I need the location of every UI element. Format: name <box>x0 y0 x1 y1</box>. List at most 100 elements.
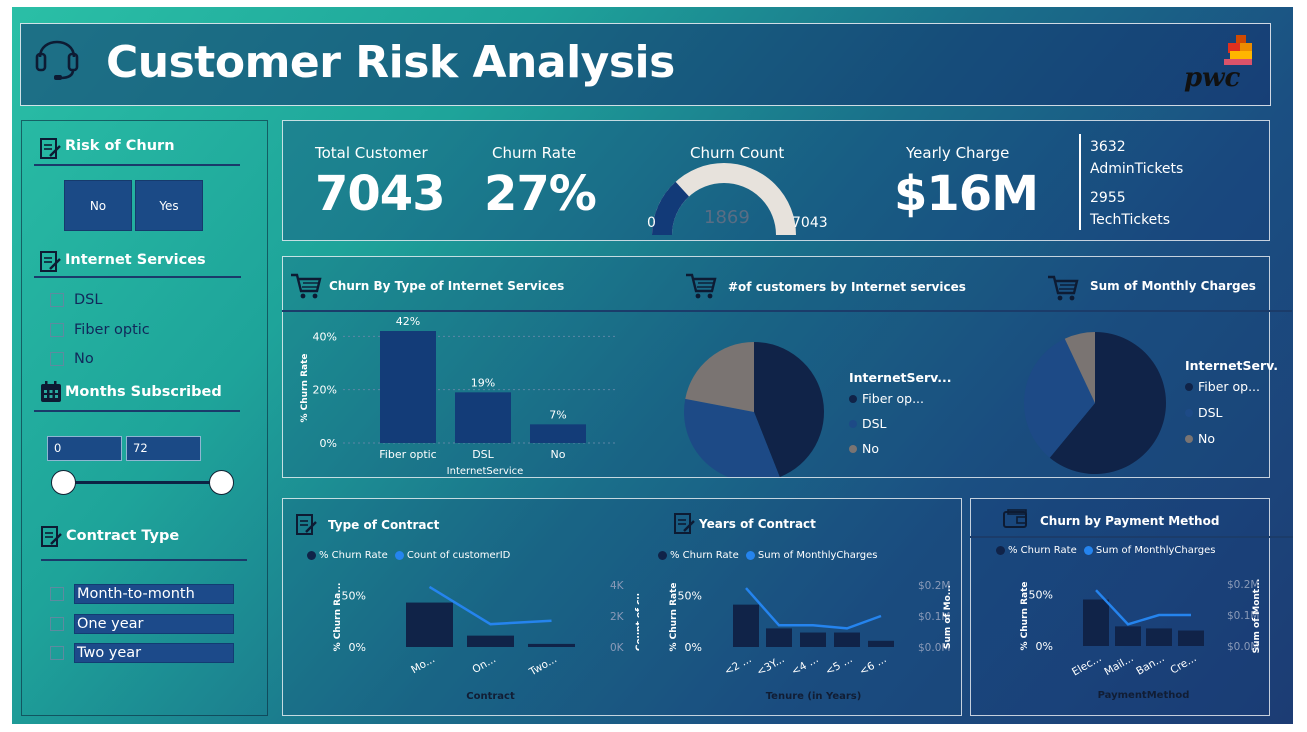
y-tick-label: 40% <box>313 330 337 343</box>
y2-tick-label: 0K <box>610 642 625 654</box>
churn-by-internet-chart: 0% 20% 40% 42% Fiber optic 19% DSL 7% No Internet… <box>300 315 618 477</box>
shopping-cart-icon <box>1048 275 1079 301</box>
x-tick-label: <6 ... <box>858 653 889 678</box>
bar <box>800 632 826 647</box>
legend-label: No <box>862 441 879 456</box>
x-tick-label: No <box>551 448 566 461</box>
churn-count-label: Churn Count <box>690 144 785 162</box>
gauge-min: 0 <box>647 215 656 231</box>
x-tick-label: <4 ... <box>790 653 821 678</box>
y-tick-label: 20% <box>313 384 337 397</box>
bar <box>380 331 436 443</box>
divider <box>1079 134 1081 230</box>
internet-option-no[interactable]: No <box>50 351 94 367</box>
checkbox[interactable] <box>50 293 64 307</box>
bar <box>406 602 453 647</box>
x-tick-label: Two... <box>527 653 559 679</box>
pie-slice <box>1064 332 1095 403</box>
months-slider-min-handle[interactable] <box>51 470 76 495</box>
contract-option-one-year[interactable]: One year <box>50 614 234 634</box>
divider <box>34 276 241 278</box>
wallet-icon <box>1003 509 1027 528</box>
yearly-charge-label: Yearly Charge <box>906 144 1010 162</box>
months-min-input[interactable]: 0 <box>47 436 122 461</box>
contract-filter-title: Contract Type <box>66 528 180 544</box>
churn-by-payment-chart: 0% 50% $0.0M $0.1M $0.2M Elec...Mail...Ban...… <box>1020 579 1262 701</box>
y-tick-label: 0% <box>1036 640 1053 653</box>
contract-charts-panel <box>282 498 962 716</box>
internet-filter-title: Internet Services <box>65 252 206 268</box>
years-of-contract-chart: 0% 50% $0.0M $0.1M $0.2M <2 ... <3Y... <4 ... <5… <box>669 580 953 702</box>
x-tick-label: Ban... <box>1134 652 1166 678</box>
checkbox[interactable] <box>50 587 64 601</box>
pie-slice <box>1049 332 1166 474</box>
legend-title: InternetServ... <box>849 370 952 385</box>
contract-option-month[interactable]: Month-to-month <box>50 584 234 604</box>
legend-title: InternetServ... <box>1185 358 1277 373</box>
dashboard-canvas: Customer Risk Analysis pwc Risk of Churn… <box>12 7 1293 724</box>
total-customer-value: 7043 <box>315 166 446 222</box>
clipboard-edit-icon <box>296 514 317 535</box>
risk-no-button[interactable]: No <box>64 180 132 231</box>
data-label: 42% <box>396 315 420 328</box>
checkbox[interactable] <box>50 323 64 337</box>
series-line <box>745 587 882 630</box>
chart-title: Sum of Monthly Charges <box>1090 279 1256 293</box>
data-label: 19% <box>471 376 495 389</box>
checkbox[interactable] <box>50 617 64 631</box>
legend-dot <box>1083 545 1093 555</box>
y-axis-label: % Churn Ra... <box>333 583 343 652</box>
monthly-charges-pie: InternetServ... Fiber op... DSL No <box>1024 332 1277 474</box>
chart-legend: % Churn Rate Count of customerID <box>307 550 510 561</box>
checkbox[interactable] <box>50 352 64 366</box>
clipboard-edit-icon <box>674 513 695 534</box>
x-tick-label: <2 ... <box>723 653 754 678</box>
bar <box>1115 626 1141 646</box>
y-tick-label: 0% <box>320 437 337 450</box>
legend-dot <box>849 420 857 428</box>
y-tick-label: 0% <box>349 641 366 654</box>
legend-label: Fiber op... <box>1198 379 1260 394</box>
x-tick-label: Mail... <box>1102 652 1135 678</box>
admin-tickets-label: AdminTickets <box>1090 161 1184 177</box>
months-slider-max-handle[interactable] <box>209 470 234 495</box>
divider <box>282 310 1292 312</box>
months-max-input[interactable]: 72 <box>126 436 201 461</box>
legend-dot <box>745 550 755 560</box>
y-axis-label: % Churn Rate <box>1020 582 1030 651</box>
y2-tick-label: $0.2M <box>1227 579 1259 591</box>
bar <box>1146 628 1172 646</box>
churn-rate-value: 27% <box>484 166 597 222</box>
months-filter-title: Months Subscribed <box>65 384 222 400</box>
y-tick-label: 50% <box>678 589 702 602</box>
series-line <box>1095 589 1191 626</box>
internet-option-dsl[interactable]: DSL <box>50 292 102 308</box>
legend-dot <box>1185 383 1193 391</box>
legend-dot <box>996 545 1005 555</box>
legend-dot <box>307 550 316 560</box>
checkbox[interactable] <box>50 646 64 660</box>
yearly-charge-value: $16M <box>894 166 1039 222</box>
churn-rate-label: Churn Rate <box>492 144 577 162</box>
internet-option-fiber[interactable]: Fiber optic <box>50 322 150 338</box>
months-slider-track[interactable] <box>62 481 222 484</box>
legend-dot <box>658 550 667 560</box>
divider <box>41 559 247 561</box>
y2-tick-label: $0.1M <box>1227 610 1259 622</box>
bar <box>834 632 860 647</box>
legend-label: DSL <box>1198 405 1223 420</box>
x-axis-label: Tenure (in Years) <box>766 691 862 702</box>
chart-title: Churn by Payment Method <box>1040 514 1220 528</box>
risk-yes-button[interactable]: Yes <box>135 180 203 231</box>
chart-title: #of customers by Internet services <box>728 280 966 294</box>
y2-tick-label: 4K <box>610 580 625 592</box>
bar <box>1083 599 1109 646</box>
page-title: Customer Risk Analysis <box>106 37 675 88</box>
y2-tick-label: $0.0M <box>1227 641 1259 653</box>
legend-dot <box>1185 435 1193 443</box>
contract-option-two-year[interactable]: Two year <box>50 643 234 663</box>
y2-axis-label: Count of cu... <box>635 583 639 651</box>
y2-tick-label: $0.1M <box>918 611 950 623</box>
chart-legend: % Churn Rate Sum of MonthlyCharges <box>996 545 1215 556</box>
y2-tick-label: $0.0M <box>918 642 950 654</box>
